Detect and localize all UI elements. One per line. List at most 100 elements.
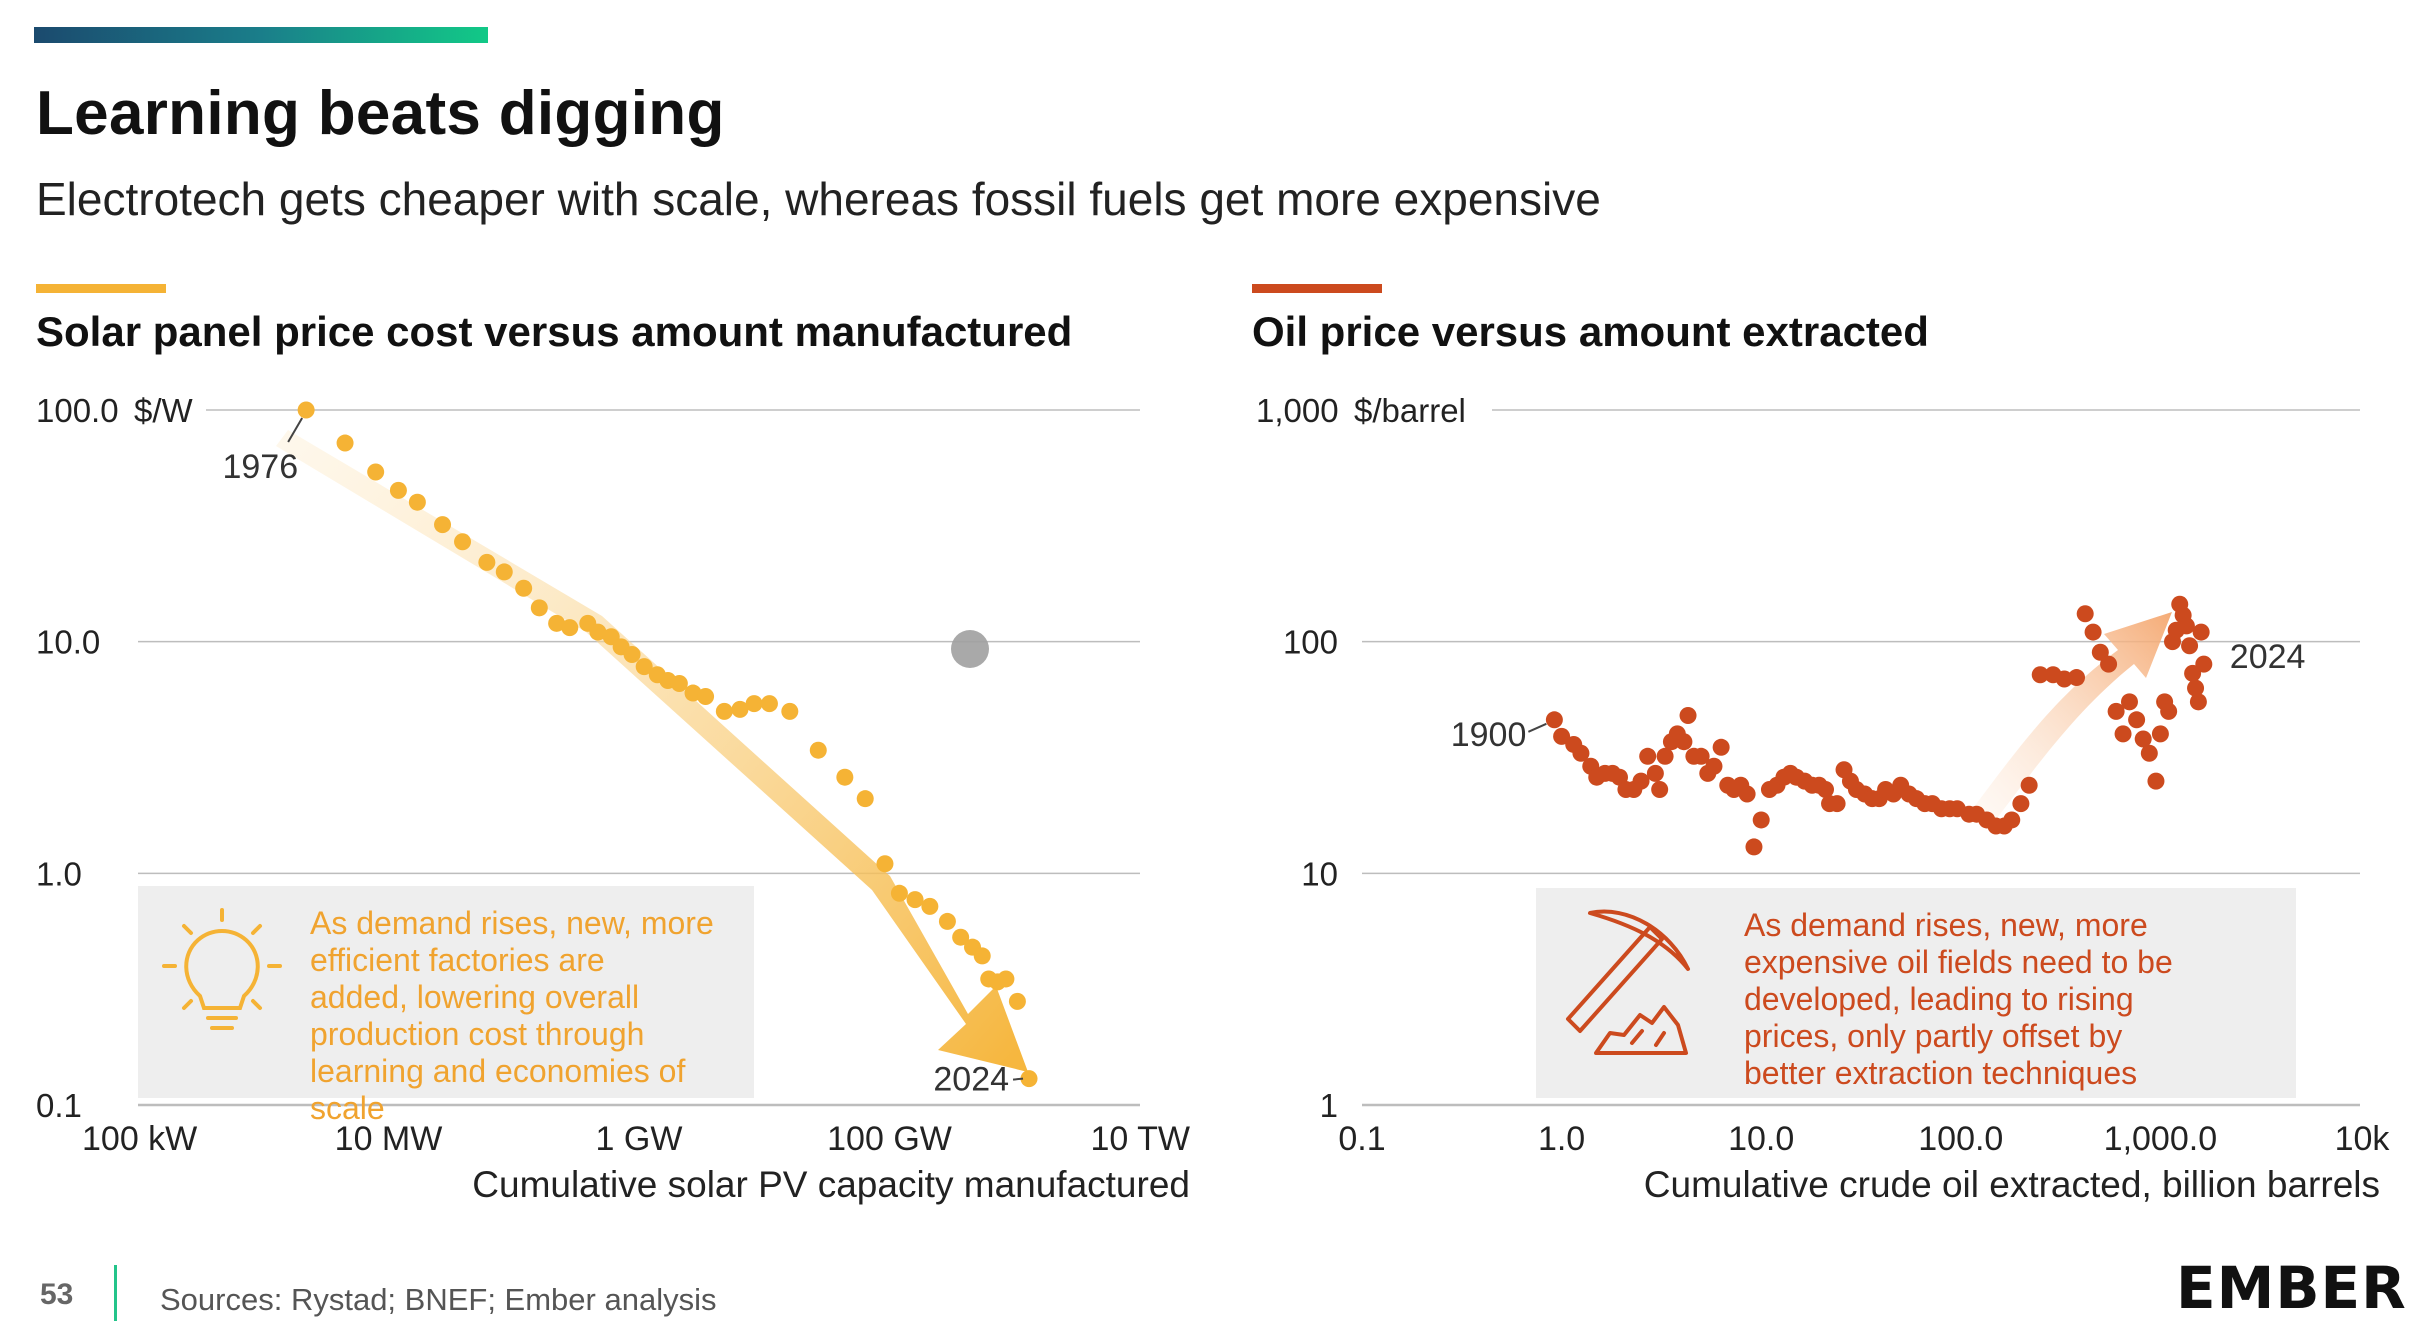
solar-chart-title: Solar panel price cost versus amount man… bbox=[36, 308, 1073, 355]
ember-logo: EMBER bbox=[2176, 1258, 2406, 1318]
callout-line: As demand rises, new, more bbox=[310, 905, 714, 941]
data-point bbox=[2177, 617, 2195, 635]
lightbulb-icon bbox=[162, 908, 282, 1030]
x-tick-label: 10.0 bbox=[1728, 1120, 1794, 1158]
oil-data-points bbox=[1545, 595, 2213, 856]
data-point bbox=[2187, 679, 2205, 697]
oil-callout-text: As demand rises, new, more expensive oil … bbox=[1744, 907, 2173, 1091]
data-point bbox=[1828, 795, 1846, 813]
data-point bbox=[2003, 811, 2021, 829]
data-point bbox=[367, 463, 385, 481]
solar-callout-text: As demand rises, new, more efficient fact… bbox=[310, 905, 714, 1126]
y-tick-label: 10.0 bbox=[36, 624, 100, 661]
data-point bbox=[1817, 781, 1835, 799]
x-tick-label: 10 MW bbox=[335, 1120, 443, 1158]
data-point bbox=[1572, 744, 1590, 762]
x-tick-label: 1 GW bbox=[596, 1120, 683, 1158]
data-point bbox=[890, 884, 908, 902]
data-point bbox=[589, 623, 607, 641]
x-tick-label: 1.0 bbox=[1538, 1120, 1585, 1158]
y-unit-label: $/W bbox=[134, 392, 194, 429]
y-tick-label: 1 bbox=[1320, 1087, 1338, 1124]
data-point bbox=[2100, 655, 2118, 673]
data-point bbox=[997, 970, 1015, 988]
data-point bbox=[297, 401, 315, 419]
data-point bbox=[781, 702, 799, 720]
y-unit-label: $/barrel bbox=[1354, 392, 1466, 429]
data-point bbox=[635, 658, 653, 676]
data-point bbox=[434, 516, 452, 534]
x-tick-label: 1,000.0 bbox=[2104, 1120, 2217, 1158]
page-number: 53 bbox=[40, 1278, 74, 1311]
data-point bbox=[336, 434, 354, 452]
data-point bbox=[2076, 605, 2094, 623]
data-point bbox=[530, 599, 548, 617]
data-point bbox=[1675, 733, 1693, 751]
data-point bbox=[2192, 623, 2210, 641]
y-tick-label: 0.1 bbox=[36, 1087, 82, 1124]
y-tick-label: 1,000 bbox=[1256, 392, 1339, 429]
data-point bbox=[952, 928, 970, 946]
data-point bbox=[876, 855, 894, 873]
data-point bbox=[973, 947, 991, 965]
data-point bbox=[2134, 730, 2152, 748]
data-point bbox=[2114, 725, 2132, 743]
data-point bbox=[1639, 747, 1657, 765]
x-tick-label: 10k bbox=[2335, 1120, 2391, 1158]
data-point bbox=[1738, 785, 1756, 803]
oil-annotations: 1900 2024 bbox=[1451, 638, 2306, 754]
y-tick-label: 100 bbox=[1283, 624, 1338, 661]
y-tick-label: 10 bbox=[1301, 855, 1338, 892]
data-point bbox=[2184, 664, 2202, 682]
data-point bbox=[2147, 772, 2165, 790]
solar-accent-bar bbox=[36, 284, 166, 293]
data-point bbox=[921, 897, 939, 915]
brand-gradient-bar bbox=[34, 27, 488, 43]
data-point bbox=[1752, 811, 1770, 829]
oil-chart-title: Oil price versus amount extracted bbox=[1252, 308, 1929, 355]
annotation-leader bbox=[1012, 1077, 1024, 1081]
data-point bbox=[1553, 727, 1571, 745]
annotation-leader bbox=[1527, 722, 1547, 733]
data-point bbox=[670, 674, 688, 692]
data-point bbox=[495, 563, 513, 581]
x-tick-label: 100.0 bbox=[1918, 1120, 2003, 1158]
page-subtitle: Electrotech gets cheaper with scale, whe… bbox=[36, 173, 1601, 225]
data-point bbox=[731, 700, 749, 718]
x-tick-label: 0.1 bbox=[1338, 1120, 1385, 1158]
data-point bbox=[1679, 707, 1697, 725]
data-point bbox=[856, 790, 874, 808]
oil-trend-arrow bbox=[1964, 612, 2172, 822]
data-point bbox=[2020, 776, 2038, 794]
data-point bbox=[2128, 711, 2146, 729]
page-title: Learning beats digging bbox=[36, 79, 725, 148]
data-point bbox=[938, 912, 956, 930]
annotation-label: 1976 bbox=[222, 448, 298, 486]
callout-line: prices, only partly offset by bbox=[1744, 1018, 2122, 1054]
data-point bbox=[1745, 838, 1763, 856]
data-point bbox=[2120, 693, 2138, 711]
callout-line: efficient factories are bbox=[310, 942, 605, 978]
data-point bbox=[906, 891, 924, 909]
data-point bbox=[1692, 747, 1710, 765]
data-point bbox=[715, 702, 733, 720]
data-point bbox=[2140, 744, 2158, 762]
y-tick-label: 1.0 bbox=[36, 855, 82, 892]
x-axis-title: Cumulative crude oil extracted, billion … bbox=[1644, 1164, 2380, 1205]
cursor-indicator bbox=[951, 630, 989, 668]
callout-line: scale bbox=[310, 1090, 385, 1126]
data-point bbox=[478, 553, 496, 571]
data-point bbox=[623, 646, 641, 664]
oil-axis-labels: 1,000 100 10 1 $/barrel 0.1 1.0 10.0 100.0 1,000.… bbox=[1256, 392, 2390, 1205]
solar-axis-labels: 100.0 10.0 1.0 0.1 $/W 100 kW 10 MW 1 GW 100 GW 1… bbox=[36, 392, 1190, 1205]
data-point bbox=[760, 695, 778, 713]
data-point bbox=[836, 768, 854, 786]
callout-line: production cost through bbox=[310, 1016, 644, 1052]
callout-line: As demand rises, new, more bbox=[1744, 907, 2148, 943]
data-point bbox=[561, 619, 579, 637]
data-point bbox=[2160, 702, 2178, 720]
data-point bbox=[1656, 747, 1674, 765]
solar-data-points bbox=[297, 401, 1038, 1088]
